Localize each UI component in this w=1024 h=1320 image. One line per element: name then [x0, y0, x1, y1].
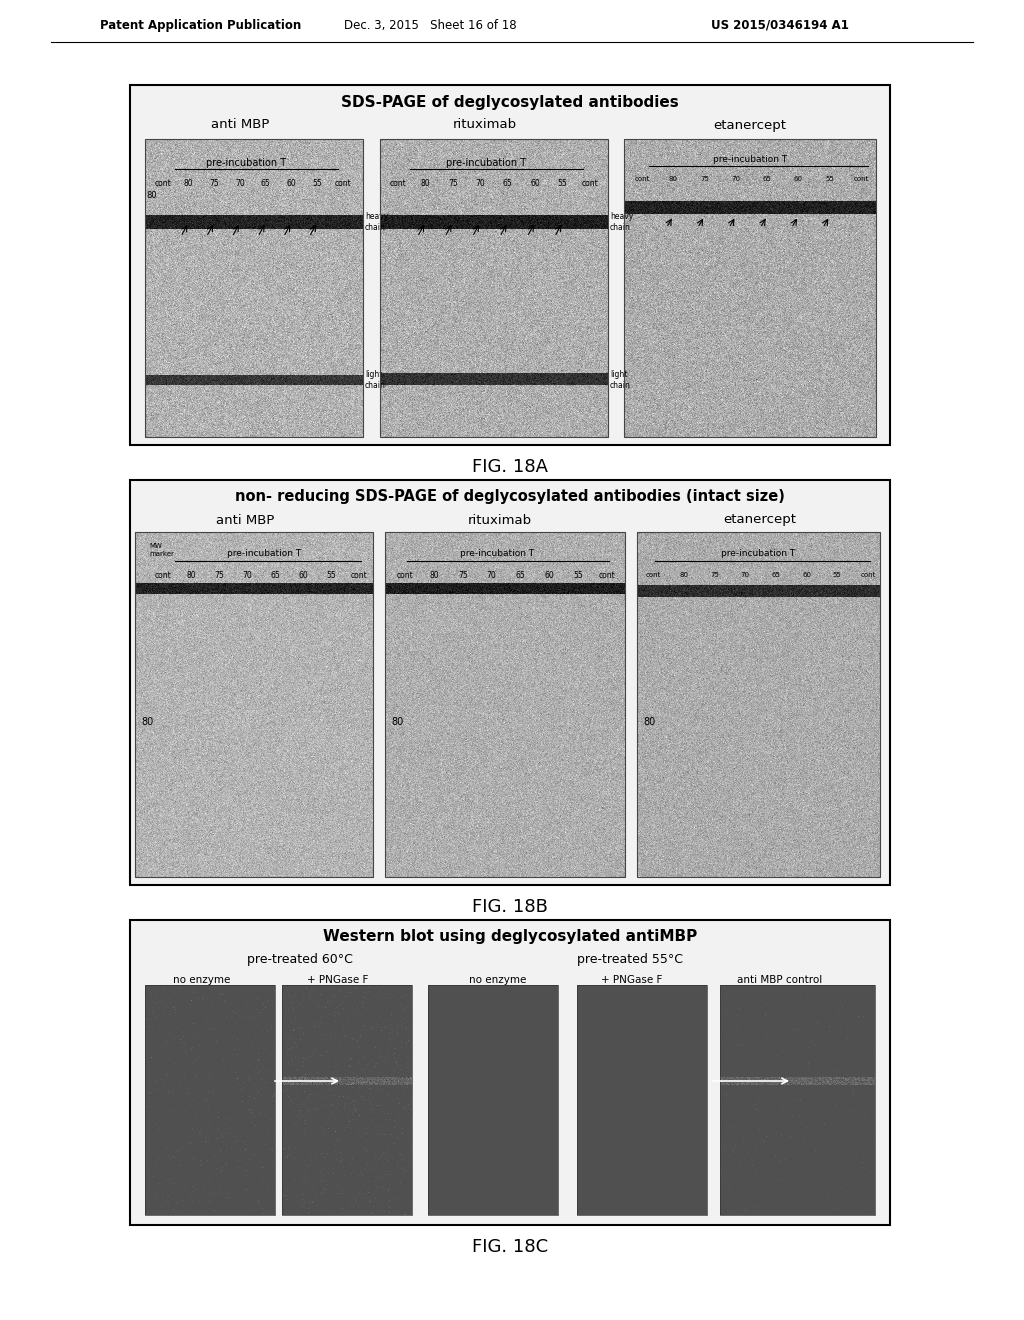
- Text: anti MBP: anti MBP: [211, 119, 269, 132]
- Text: 75: 75: [458, 570, 468, 579]
- Text: + PNGase F: + PNGase F: [601, 975, 663, 985]
- Text: FIG. 18A: FIG. 18A: [472, 458, 548, 477]
- Text: anti MBP: anti MBP: [216, 513, 274, 527]
- Text: heavy
chain: heavy chain: [365, 213, 388, 232]
- Text: FIG. 18C: FIG. 18C: [472, 1238, 548, 1257]
- Text: rituximab: rituximab: [468, 513, 532, 527]
- Text: 70: 70: [236, 178, 245, 187]
- Text: heavy
chain: heavy chain: [610, 213, 633, 232]
- Text: 70: 70: [740, 572, 750, 578]
- Text: pre-incubation T: pre-incubation T: [460, 549, 535, 558]
- Bar: [720, 985, 874, 1214]
- Text: cont: cont: [335, 178, 351, 187]
- Text: pre-incubation T: pre-incubation T: [227, 549, 301, 558]
- Text: 65: 65: [261, 178, 270, 187]
- Text: 80: 80: [184, 178, 194, 187]
- Text: MW
marker: MW marker: [150, 544, 174, 557]
- Text: cont: cont: [155, 570, 171, 579]
- Text: pre-treated 55°C: pre-treated 55°C: [577, 953, 683, 966]
- Text: Western blot using deglycosylated antiMBP: Western blot using deglycosylated antiMB…: [323, 929, 697, 945]
- Text: 55: 55: [833, 572, 842, 578]
- Bar: [130, 480, 890, 884]
- Text: 80: 80: [679, 572, 688, 578]
- Text: 65: 65: [270, 570, 280, 579]
- Text: SDS-PAGE of deglycosylated antibodies: SDS-PAGE of deglycosylated antibodies: [341, 95, 679, 110]
- Text: Dec. 3, 2015   Sheet 16 of 18: Dec. 3, 2015 Sheet 16 of 18: [344, 18, 516, 32]
- Text: 80: 80: [643, 717, 655, 727]
- Text: 75: 75: [700, 176, 709, 182]
- Text: cont: cont: [599, 570, 615, 579]
- Bar: [577, 985, 707, 1214]
- Bar: [130, 920, 890, 1225]
- Text: cont: cont: [860, 572, 876, 578]
- Text: rituximab: rituximab: [453, 119, 517, 132]
- Text: 60: 60: [298, 570, 308, 579]
- Text: cont: cont: [645, 572, 660, 578]
- Text: 65: 65: [763, 176, 771, 182]
- Bar: [380, 139, 608, 437]
- Text: no enzyme: no enzyme: [173, 975, 230, 985]
- Text: 60: 60: [545, 570, 554, 579]
- Bar: [428, 985, 558, 1214]
- Text: 75: 75: [210, 178, 219, 187]
- Text: 75: 75: [710, 572, 719, 578]
- Text: 60: 60: [287, 178, 296, 187]
- Bar: [282, 985, 412, 1214]
- Text: pre-incubation T: pre-incubation T: [445, 158, 526, 168]
- Text: 55: 55: [558, 178, 567, 187]
- Text: cont: cont: [582, 178, 598, 187]
- Bar: [385, 532, 625, 876]
- Text: Patent Application Publication: Patent Application Publication: [100, 18, 301, 32]
- Text: 80: 80: [141, 717, 154, 727]
- Text: 80: 80: [421, 178, 430, 187]
- Text: pre-incubation T: pre-incubation T: [206, 158, 286, 168]
- Text: 70: 70: [242, 570, 252, 579]
- Text: 65: 65: [503, 178, 513, 187]
- Text: cont: cont: [350, 570, 368, 579]
- Bar: [135, 532, 373, 876]
- Bar: [624, 139, 876, 437]
- Text: etanercept: etanercept: [724, 513, 797, 527]
- Text: 75: 75: [447, 178, 458, 187]
- Text: 60: 60: [794, 176, 803, 182]
- Text: 80: 80: [669, 176, 678, 182]
- Bar: [637, 532, 880, 876]
- Text: US 2015/0346194 A1: US 2015/0346194 A1: [711, 18, 849, 32]
- Text: pre-incubation T: pre-incubation T: [713, 154, 787, 164]
- Text: cont: cont: [155, 178, 171, 187]
- Text: 80: 80: [429, 570, 438, 579]
- Text: 70: 70: [475, 178, 485, 187]
- Text: 65: 65: [771, 572, 780, 578]
- Text: cont: cont: [853, 176, 868, 182]
- Text: 55: 55: [573, 570, 583, 579]
- Text: cont: cont: [389, 178, 407, 187]
- Text: 60: 60: [530, 178, 540, 187]
- Bar: [145, 139, 362, 437]
- Text: pre-treated 60°C: pre-treated 60°C: [247, 953, 353, 966]
- Text: no enzyme: no enzyme: [469, 975, 526, 985]
- Text: etanercept: etanercept: [714, 119, 786, 132]
- Text: pre-incubation T: pre-incubation T: [721, 549, 795, 558]
- Text: 65: 65: [515, 570, 525, 579]
- Text: 55: 55: [326, 570, 336, 579]
- Text: anti MBP control: anti MBP control: [737, 975, 822, 985]
- Text: + PNGase F: + PNGase F: [307, 975, 369, 985]
- Bar: [145, 985, 275, 1214]
- Text: 75: 75: [214, 570, 224, 579]
- Bar: [130, 84, 890, 445]
- Text: light
chain: light chain: [365, 371, 386, 389]
- Text: 55: 55: [312, 178, 323, 187]
- Text: light
chain: light chain: [610, 371, 631, 389]
- Text: 80: 80: [186, 570, 196, 579]
- Text: 60: 60: [802, 572, 811, 578]
- Text: cont: cont: [634, 176, 649, 182]
- Text: FIG. 18B: FIG. 18B: [472, 898, 548, 916]
- Text: non- reducing SDS-PAGE of deglycosylated antibodies (intact size): non- reducing SDS-PAGE of deglycosylated…: [236, 490, 785, 504]
- Text: 55: 55: [825, 176, 835, 182]
- Text: 70: 70: [731, 176, 740, 182]
- Text: 80: 80: [391, 717, 403, 727]
- Text: cont: cont: [396, 570, 414, 579]
- Text: 70: 70: [486, 570, 497, 579]
- Text: 80: 80: [146, 190, 158, 199]
